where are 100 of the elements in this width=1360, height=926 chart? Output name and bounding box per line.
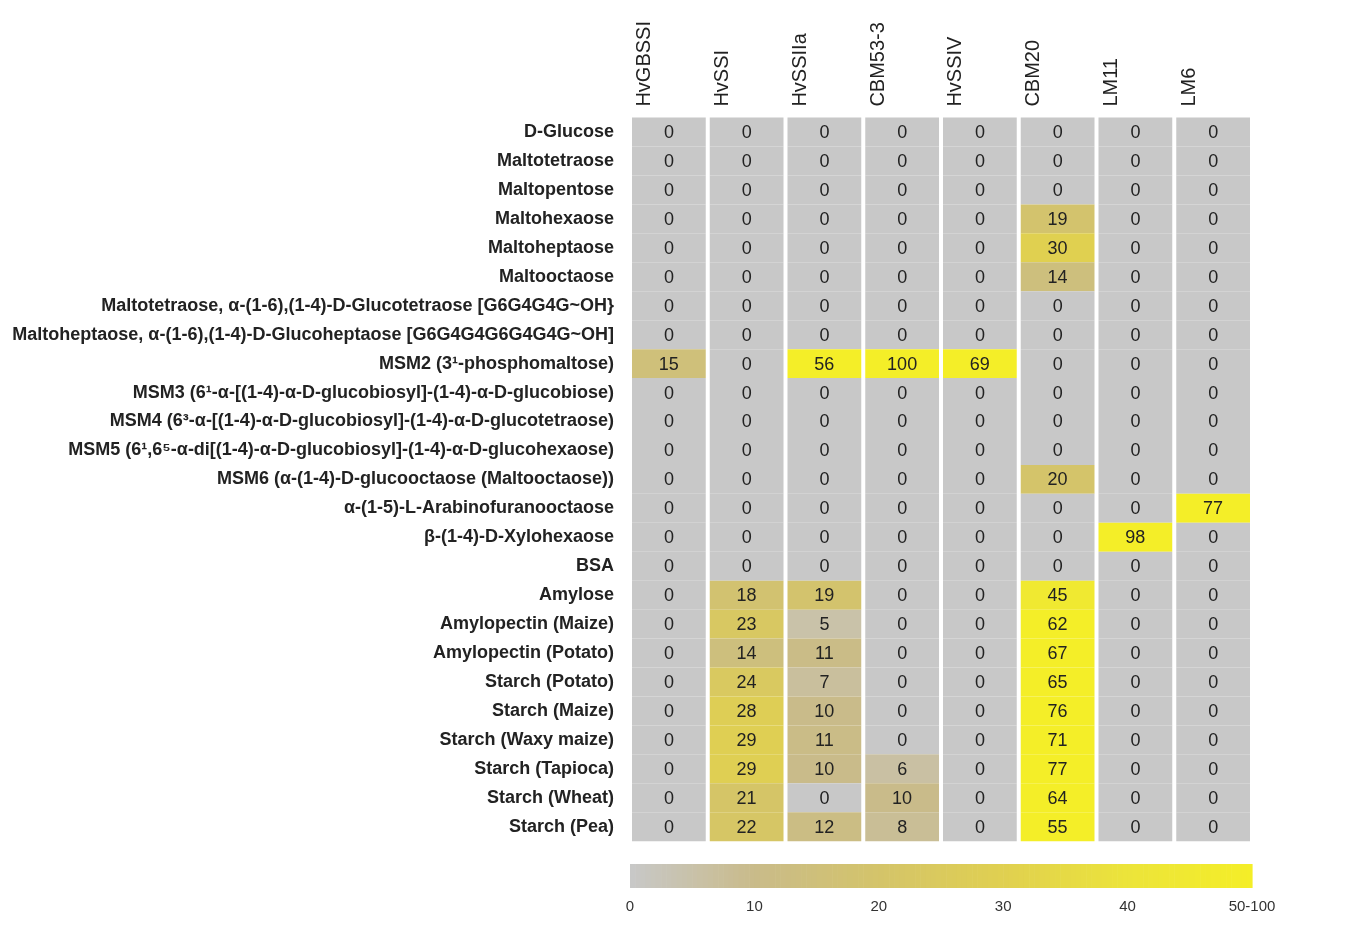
y-tick-label: Starch (Maize) (491, 699, 614, 720)
data-label: 0 (819, 295, 830, 316)
data-label: 0 (1130, 295, 1141, 316)
x-tick-label: HvGBSSI (632, 21, 655, 107)
data-label: 12 (814, 816, 835, 837)
y-tick-label: Maltopentose (497, 178, 614, 199)
data-label: 0 (663, 208, 674, 229)
data-label: 0 (1208, 266, 1219, 287)
color-bar-label: 10 (746, 897, 763, 915)
data-label: 0 (1208, 585, 1219, 606)
data-label: 29 (736, 758, 757, 779)
color-bar-label: 50-100 (1228, 897, 1276, 915)
y-tick-label: MSM3 (6¹-α-[(1-4)-α-D-glucobiosyl]-(1-4)-α-D-glucobiose) (132, 381, 614, 402)
data-label: 0 (741, 527, 752, 548)
data-label: 0 (1208, 614, 1219, 635)
data-label: 0 (1208, 729, 1219, 750)
data-label: 0 (1130, 179, 1141, 200)
data-label: 45 (1047, 585, 1068, 606)
data-label: 0 (819, 527, 830, 548)
data-label: 0 (974, 556, 985, 577)
y-tick-label: Maltooctaose (498, 265, 614, 286)
data-label: 23 (736, 614, 757, 635)
data-label: 0 (1208, 122, 1219, 143)
data-label: 0 (897, 527, 908, 548)
data-label: 0 (819, 382, 830, 403)
data-label: 0 (1052, 179, 1063, 200)
x-tick-label: CBM20 (1021, 39, 1044, 107)
data-label: 0 (663, 440, 674, 461)
y-tick-label: Starch (Potato) (484, 670, 614, 691)
x-tick-label: CBM53-3 (865, 22, 888, 107)
data-label: 0 (1130, 585, 1141, 606)
x-tick-label: LM11 (1098, 58, 1121, 107)
data-label: 0 (897, 150, 908, 171)
data-label: 0 (663, 498, 674, 519)
data-label: 0 (1130, 208, 1141, 229)
data-label: 0 (1052, 295, 1063, 316)
data-label: 0 (741, 469, 752, 490)
data-label: 71 (1047, 729, 1068, 750)
data-label: 0 (819, 469, 830, 490)
y-tick-label: β-(1-4)-D-Xylohexaose (423, 526, 614, 547)
data-label: 0 (741, 237, 752, 258)
data-label: 22 (736, 816, 757, 837)
data-label: 0 (1208, 643, 1219, 664)
data-label: 0 (663, 266, 674, 287)
data-label: 0 (1208, 208, 1219, 229)
data-label: 0 (1052, 353, 1063, 374)
data-label: 65 (1047, 671, 1068, 692)
data-label: 28 (736, 700, 757, 721)
data-label: 0 (897, 643, 908, 664)
data-label: 0 (974, 150, 985, 171)
data-label: 0 (897, 700, 908, 721)
data-label: 0 (974, 266, 985, 287)
data-label: 0 (663, 179, 674, 200)
data-label: 18 (736, 585, 757, 606)
data-label: 0 (741, 440, 752, 461)
data-label: 0 (1130, 758, 1141, 779)
data-label: 0 (974, 614, 985, 635)
data-label: 0 (1130, 498, 1141, 519)
color-bar-label: 30 (994, 897, 1012, 915)
data-label: 0 (663, 671, 674, 692)
data-label: 0 (1208, 758, 1219, 779)
data-label: 0 (741, 150, 752, 171)
data-label: 10 (814, 700, 835, 721)
data-label: 0 (974, 295, 985, 316)
data-label: 0 (897, 237, 908, 258)
data-label: 0 (974, 585, 985, 606)
data-label: 67 (1047, 643, 1068, 664)
y-tick-label: Amylose (538, 584, 614, 605)
data-label: 0 (897, 122, 908, 143)
data-label: 0 (1130, 237, 1141, 258)
data-label: 0 (974, 729, 985, 750)
y-tick-label: MSM4 (6³-α-[(1-4)-α-D-glucobiosyl]-(1-4)-α-D-glucotetraose) (109, 410, 614, 431)
data-label: 0 (819, 324, 830, 345)
data-label: 0 (663, 150, 674, 171)
data-label: 0 (819, 440, 830, 461)
data-label: 0 (741, 382, 752, 403)
data-label: 0 (974, 671, 985, 692)
data-label: 100 (887, 353, 918, 374)
data-label: 5 (819, 614, 830, 635)
data-label: 0 (897, 208, 908, 229)
data-label: 0 (741, 208, 752, 229)
data-label: 77 (1047, 758, 1068, 779)
data-label: 0 (897, 295, 908, 316)
y-tick-label: Starch (Pea) (508, 815, 614, 836)
data-label: 0 (1130, 643, 1141, 664)
data-label: 64 (1047, 787, 1068, 808)
data-label: 0 (1208, 440, 1219, 461)
data-label: 14 (736, 643, 757, 664)
data-label: 0 (663, 585, 674, 606)
data-label: 7 (819, 671, 830, 692)
data-label: 24 (736, 671, 757, 692)
data-label: 0 (819, 787, 830, 808)
y-tick-label: Starch (Tapioca) (474, 757, 614, 778)
data-label: 0 (741, 324, 752, 345)
data-label: 0 (974, 643, 985, 664)
data-label: 8 (897, 816, 908, 837)
data-label: 0 (1208, 353, 1219, 374)
data-label: 0 (741, 411, 752, 432)
data-label: 0 (1130, 469, 1141, 490)
data-label: 0 (974, 469, 985, 490)
